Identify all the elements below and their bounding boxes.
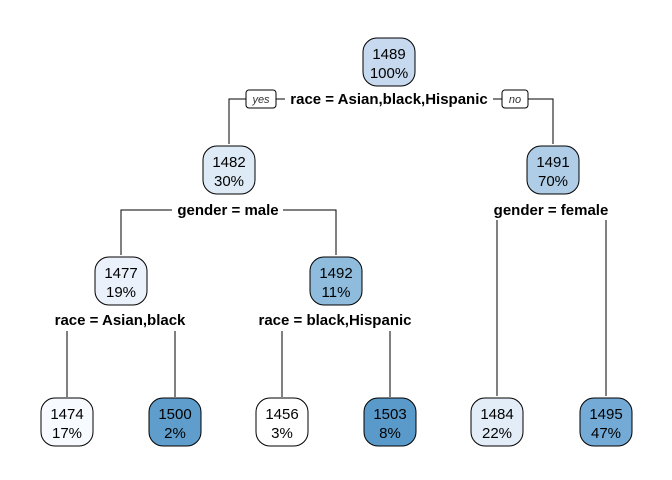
svg-text:yes: yes bbox=[251, 94, 270, 106]
split-label-root: race = Asian,black,Hispanic bbox=[290, 91, 487, 108]
node-box bbox=[363, 397, 417, 447]
edge-n2-left bbox=[120, 209, 172, 255]
node-value: 1492 bbox=[319, 265, 352, 282]
split-label-gender-female: gender = female bbox=[494, 202, 609, 219]
node-box bbox=[309, 256, 363, 306]
split-label-race-asian-black: race = Asian,black bbox=[55, 312, 186, 329]
split-label-race-black-hispanic: race = black,Hispanic bbox=[258, 312, 411, 329]
node-box bbox=[255, 397, 309, 447]
tree-node-l4: 1503 8% bbox=[363, 397, 417, 447]
branch-tag-yes: yes bbox=[245, 89, 277, 109]
node-value: 1489 bbox=[372, 46, 405, 63]
node-value: 1474 bbox=[50, 406, 83, 423]
node-percent: 100% bbox=[370, 65, 408, 82]
node-value: 1484 bbox=[480, 406, 513, 423]
svg-text:no: no bbox=[509, 94, 521, 106]
node-percent: 47% bbox=[591, 425, 621, 442]
tree-node-root: 1489 100% bbox=[362, 37, 416, 87]
node-value: 1503 bbox=[373, 406, 406, 423]
tree-node-n5: 1492 11% bbox=[309, 256, 363, 306]
node-value: 1482 bbox=[212, 154, 245, 171]
edge-root-yes bbox=[228, 98, 246, 144]
node-value: 1477 bbox=[104, 265, 137, 282]
edge-root-no bbox=[528, 98, 554, 144]
node-box bbox=[526, 145, 580, 195]
tree-nodes: 1489 100% 1482 30% 1491 70% 1477 19% 1492 11% 1474… bbox=[40, 37, 633, 447]
node-percent: 17% bbox=[52, 425, 82, 442]
node-percent: 19% bbox=[106, 284, 136, 301]
node-value: 1500 bbox=[158, 406, 191, 423]
tree-node-l5: 1484 22% bbox=[470, 397, 524, 447]
node-percent: 30% bbox=[214, 173, 244, 190]
node-percent: 3% bbox=[271, 425, 293, 442]
tree-node-n2: 1482 30% bbox=[202, 145, 256, 195]
node-percent: 2% bbox=[164, 425, 186, 442]
tree-node-l3: 1456 3% bbox=[255, 397, 309, 447]
tree-edges bbox=[66, 98, 607, 397]
node-box bbox=[148, 397, 202, 447]
node-box bbox=[362, 37, 416, 87]
tree-node-n3: 1491 70% bbox=[526, 145, 580, 195]
split-label-gender-male: gender = male bbox=[177, 202, 278, 219]
tree-node-n4: 1477 19% bbox=[94, 256, 148, 306]
node-value: 1491 bbox=[536, 154, 569, 171]
node-value: 1495 bbox=[589, 406, 622, 423]
node-box bbox=[202, 145, 256, 195]
node-box bbox=[40, 397, 94, 447]
node-percent: 70% bbox=[538, 173, 568, 190]
node-box bbox=[94, 256, 148, 306]
node-percent: 11% bbox=[322, 284, 351, 301]
branch-tag-no: no bbox=[501, 89, 529, 109]
node-percent: 8% bbox=[379, 425, 401, 442]
tree-node-l2: 1500 2% bbox=[148, 397, 202, 447]
node-value: 1456 bbox=[265, 406, 298, 423]
tree-node-l6: 1495 47% bbox=[579, 397, 633, 447]
edge-n2-right bbox=[283, 209, 337, 255]
node-box bbox=[470, 397, 524, 447]
node-percent: 22% bbox=[482, 425, 512, 442]
node-box bbox=[579, 397, 633, 447]
tree-node-l1: 1474 17% bbox=[40, 397, 94, 447]
